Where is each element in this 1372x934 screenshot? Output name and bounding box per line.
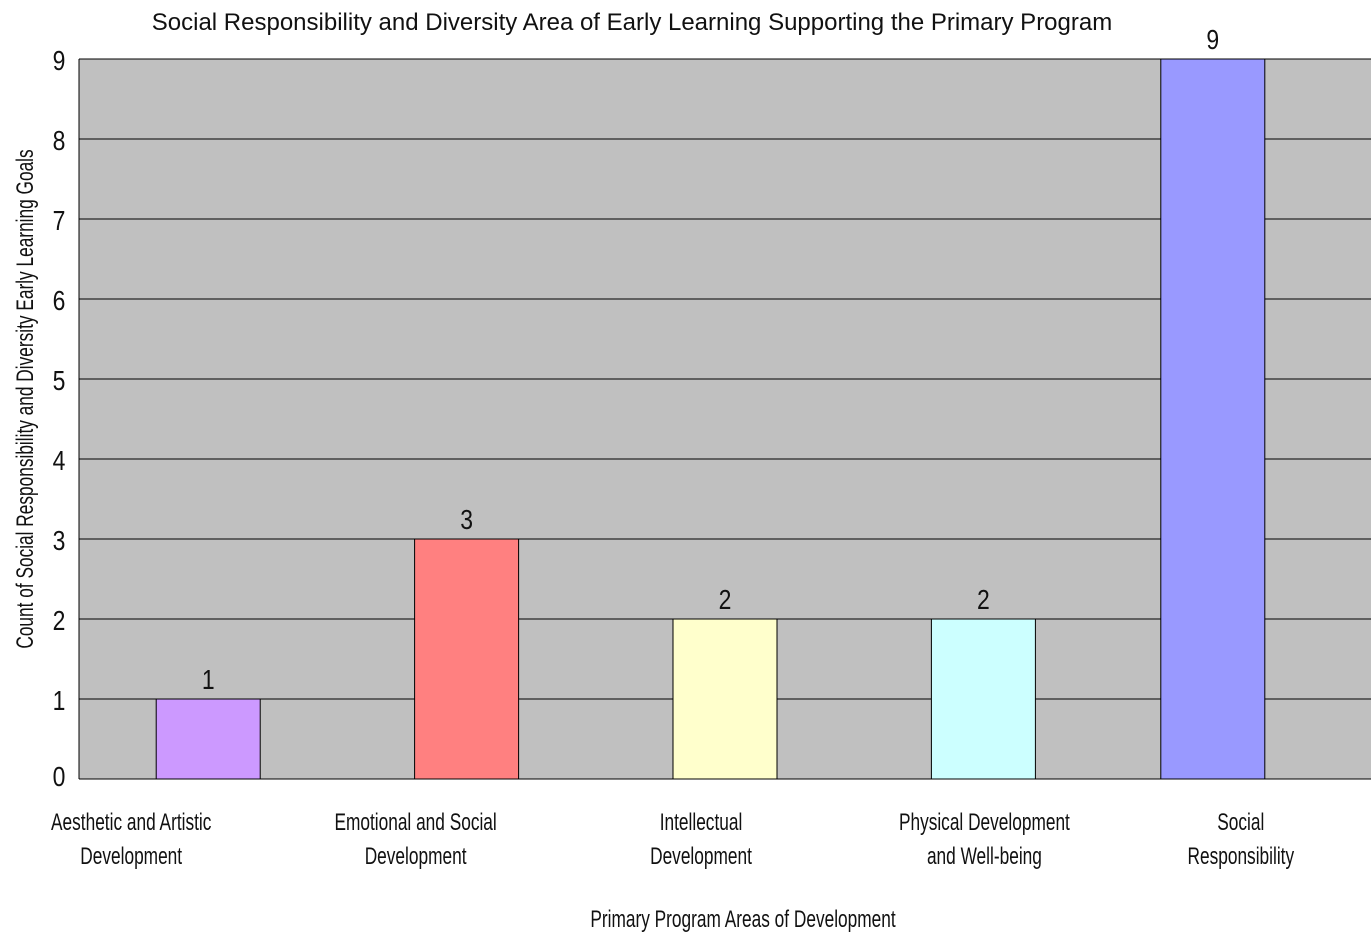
bar-1 <box>155 698 261 780</box>
y-axis-ticks: 0 1 2 3 4 5 6 7 8 9 <box>53 46 66 793</box>
y-tick-label: 2 <box>53 606 66 637</box>
y-tick-label: 3 <box>53 526 66 557</box>
x-axis-label: Primary Program Areas of Development <box>590 906 895 932</box>
bar-5 <box>1160 58 1266 780</box>
y-tick-label: 9 <box>53 46 66 77</box>
data-labels: 1 3 2 2 9 <box>202 25 1219 696</box>
data-label: 3 <box>460 505 473 536</box>
data-label: 1 <box>202 665 215 696</box>
x-category-label: Physical Development <box>899 809 1070 835</box>
x-category-label: Development <box>80 843 182 869</box>
bar-2 <box>414 538 520 780</box>
x-category-label: Social <box>1217 809 1264 835</box>
y-tick-label: 4 <box>53 446 66 477</box>
y-tick-label: 5 <box>53 366 66 397</box>
chart-title: Social Responsibility and Diversity Area… <box>152 9 1112 36</box>
x-category-label: and Well-being <box>927 843 1042 869</box>
y-axis-label: Count of Social Responsibility and Diver… <box>12 149 38 648</box>
bars <box>155 58 1266 780</box>
x-category-label: Emotional and Social <box>334 809 496 835</box>
y-tick-label: 0 <box>53 762 66 793</box>
y-tick-label: 1 <box>53 686 66 717</box>
y-tick-label: 6 <box>53 286 66 317</box>
x-category-label: Intellectual <box>660 809 743 835</box>
bar-4 <box>930 618 1036 780</box>
y-tick-label: 8 <box>53 126 66 157</box>
x-category-label: Responsibility <box>1188 843 1295 869</box>
x-category-label: Development <box>365 843 467 869</box>
x-axis-category-labels: Aesthetic and Artistic Development Emotion… <box>51 809 1295 869</box>
x-category-label: Development <box>650 843 752 869</box>
data-label: 2 <box>719 585 732 616</box>
bar-3 <box>672 618 778 780</box>
y-tick-label: 7 <box>53 206 66 237</box>
x-category-label: Aesthetic and Artistic <box>51 809 211 835</box>
data-label: 2 <box>977 585 990 616</box>
data-label: 9 <box>1206 25 1219 56</box>
